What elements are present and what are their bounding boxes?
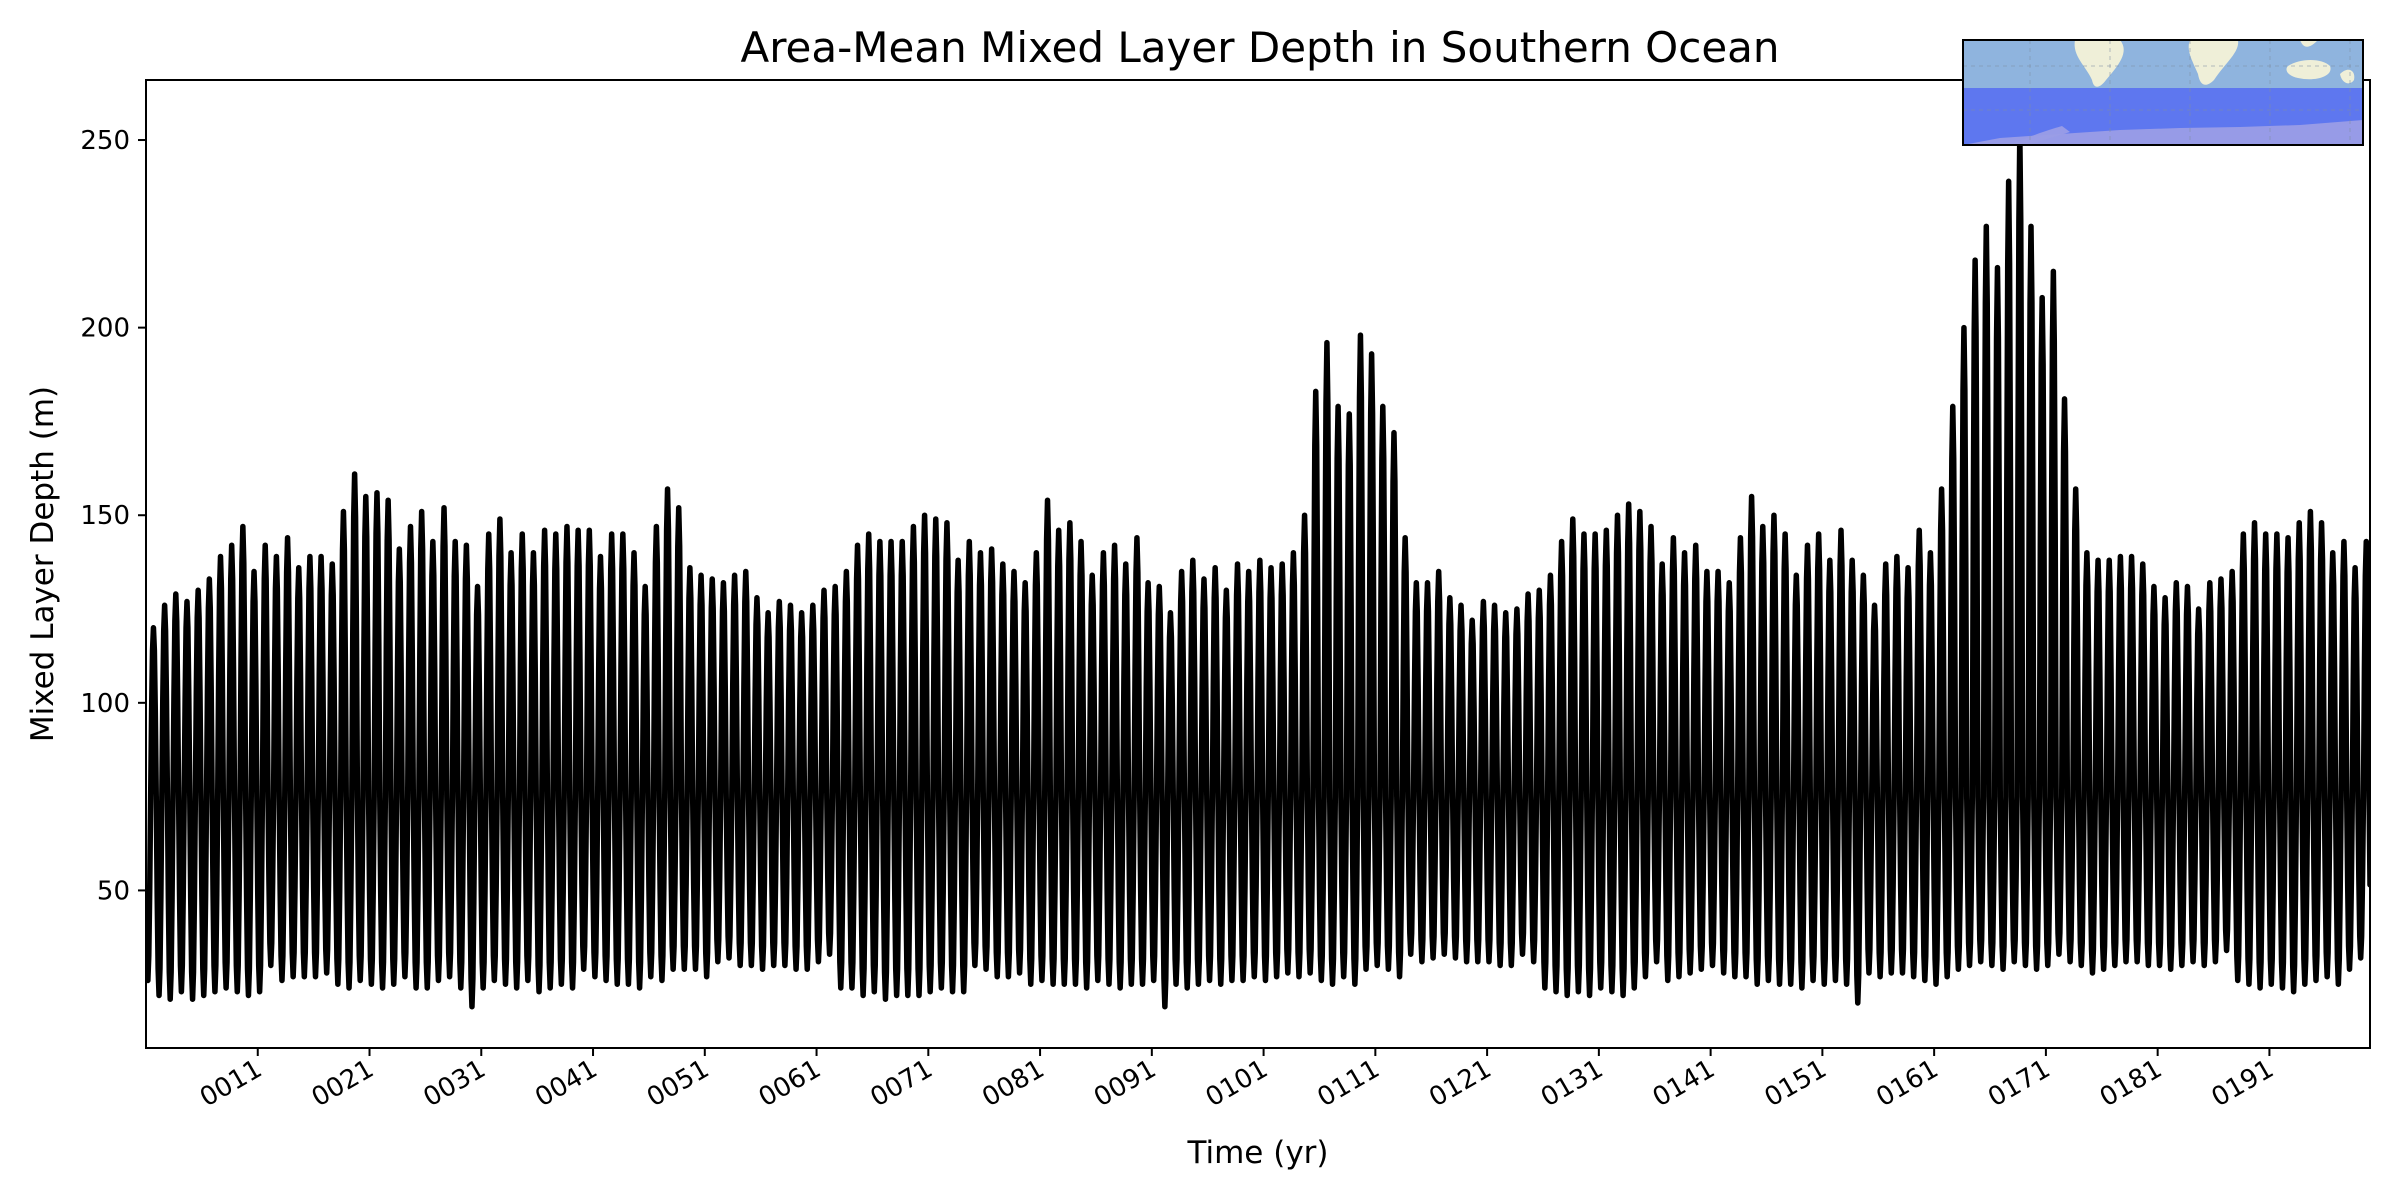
plot-area-frame <box>145 79 2371 1049</box>
inset-map <box>1962 39 2364 146</box>
inset-map-land-africa <box>2188 40 2239 85</box>
series-layer <box>146 129 2370 1010</box>
y-tick-label: 150 <box>80 501 130 531</box>
inset-map-land-south-america <box>2074 40 2124 87</box>
y-tick-label: 100 <box>80 689 130 719</box>
y-tick-label: 50 <box>97 876 130 906</box>
inset-map-antarctica <box>1963 120 2363 145</box>
y-tick-label: 250 <box>80 126 130 156</box>
series-line <box>146 129 2370 1010</box>
inset-map-land-australia <box>2286 60 2331 80</box>
chart-title: Area-Mean Mixed Layer Depth in Southern … <box>740 23 1779 72</box>
inset-map-land-new-zealand <box>2340 69 2355 84</box>
inset-map-frame <box>1962 39 2364 146</box>
inset-map-content <box>1963 40 2363 145</box>
inset-map-antarctic-peninsula <box>2010 126 2070 145</box>
x-axis-label: Time (yr) <box>1187 1135 1329 1171</box>
y-tick-label: 200 <box>80 314 130 344</box>
inset-map-land-asia <box>2300 40 2318 47</box>
y-axis: 50 100 150 200 250 <box>80 126 146 906</box>
y-axis-label: Mixed Layer Depth (m) <box>25 386 61 742</box>
